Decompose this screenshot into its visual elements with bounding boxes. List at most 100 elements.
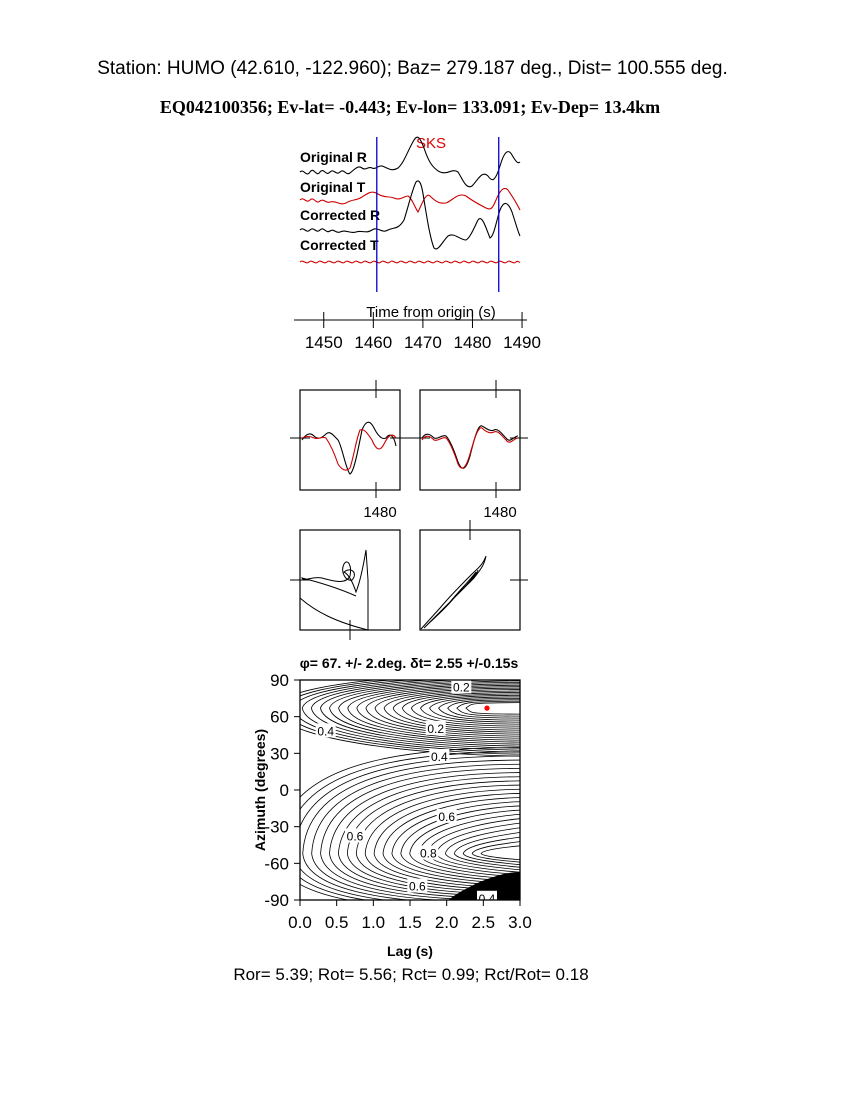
- azimuth-tick-label: -60: [264, 854, 289, 873]
- particle-after-trace: [420, 555, 487, 630]
- overlay-after-t: [421, 427, 519, 469]
- contour-line: [462, 836, 520, 866]
- lag-tick-label: 0.0: [288, 913, 312, 932]
- contour-label: 0.6: [347, 829, 364, 843]
- azimuth-tick-label: -30: [264, 818, 289, 837]
- contour-line: [355, 784, 520, 893]
- contour-line: [301, 680, 520, 751]
- contour-label: 0.4: [431, 750, 448, 764]
- contour-line: [320, 680, 520, 747]
- trace-label-corrected-r: Corrected R: [300, 207, 380, 223]
- seismogram-panel: SKS Original R Original T Corrected R Co…: [294, 135, 541, 352]
- overlay-box-after: [419, 389, 521, 491]
- contour-label: 0.2: [427, 722, 444, 736]
- best-fit-marker: [484, 705, 490, 711]
- contour-line: [420, 695, 520, 725]
- contour-label: 0.8: [420, 847, 437, 861]
- time-axis-label: Time from origin (s): [366, 304, 495, 321]
- contour-line: [364, 788, 520, 891]
- contour-label-bg: [407, 878, 428, 893]
- trace-label-original-r: Original R: [300, 149, 367, 165]
- azimuth-axis-label: Azimuth (degrees): [252, 729, 268, 851]
- lag-tick-label: 1.5: [398, 913, 422, 932]
- contours-lower: [300, 747, 520, 900]
- contour-line: [320, 768, 520, 900]
- contour-line: [445, 827, 520, 871]
- azimuth-axis-ticks: 90 60 30 0 -30 -60 -90: [264, 671, 300, 910]
- contour-line: [302, 759, 520, 900]
- contour-label-bg: [477, 890, 497, 900]
- overlay-after-r: [421, 425, 519, 469]
- contour-label-bg: [418, 845, 439, 860]
- station-header: Station: HUMO (42.610, -122.960); Baz= 2…: [97, 58, 728, 79]
- contour-line: [300, 747, 520, 900]
- contour-label-bg: [436, 808, 457, 823]
- contour-line: [311, 763, 520, 900]
- time-tick-label: 1480: [454, 333, 492, 352]
- contour-line: [465, 702, 520, 715]
- contour-label: 0.4: [317, 724, 334, 738]
- contour-line: [456, 700, 520, 717]
- contour-line: [480, 845, 520, 861]
- lag-tick-label: 0.5: [325, 913, 349, 932]
- contour-label: 0.2: [453, 680, 470, 694]
- time-tick-label: 1470: [404, 333, 442, 352]
- trace-corrected-r: [299, 180, 521, 250]
- waveform-overlay-panel: 1480 1480: [290, 380, 528, 521]
- grid-search-panel: φ= 67. +/- 2.deg. δt= 2.55 +/-0.15s 0.2 0…: [252, 655, 532, 959]
- contour-line: [300, 755, 520, 900]
- grid-search-title: φ= 67. +/- 2.deg. δt= 2.55 +/-0.15s: [300, 655, 519, 671]
- trace-label-corrected-t: Corrected T: [300, 237, 379, 253]
- contour-line: [410, 693, 520, 727]
- azimuth-tick-label: 90: [270, 671, 289, 690]
- lag-axis-label: Lag (s): [387, 943, 433, 959]
- contour-label-bg: [429, 749, 450, 763]
- contour-labels: 0.2 0.4 0.2 0.4 0.6 0.6 0.8 0.6 0.4: [315, 680, 497, 906]
- time-axis-ticks: 1450 1460 1470 1480 1490: [305, 312, 541, 352]
- overlay-after-tick-label: 1480: [483, 504, 516, 521]
- lag-tick-label: 1.0: [362, 913, 386, 932]
- contour-line: [409, 809, 520, 880]
- lag-tick-label: 3.0: [508, 913, 532, 932]
- contour-fill-high: [448, 872, 520, 900]
- lag-tick-label: 2.0: [435, 913, 459, 932]
- phase-label: SKS: [416, 135, 446, 152]
- contour-label-bg: [345, 828, 365, 843]
- contour-line: [346, 780, 520, 895]
- contour-line: [300, 751, 520, 900]
- contour-line: [373, 793, 520, 889]
- overlay-before-t: [301, 429, 397, 471]
- contour-line: [447, 699, 520, 719]
- azimuth-tick-label: 60: [270, 708, 289, 727]
- particle-motion-panel: [290, 520, 528, 640]
- contour-line: [429, 696, 520, 723]
- time-tick-label: 1490: [503, 333, 541, 352]
- contour-line: [438, 697, 520, 721]
- azimuth-tick-label: -90: [264, 891, 289, 910]
- trace-original-t: [299, 187, 521, 214]
- trace-label-original-t: Original T: [300, 179, 366, 195]
- contour-label-bg: [425, 720, 446, 735]
- contour-line: [382, 797, 520, 886]
- contour-line: [329, 772, 520, 899]
- splitting-stats: Ror= 5.39; Rot= 5.56; Rct= 0.99; Rct/Rot…: [233, 965, 589, 984]
- azimuth-tick-label: 30: [270, 744, 289, 763]
- contour-label: 0.6: [409, 880, 426, 894]
- contour-label: 0.4: [479, 892, 496, 906]
- lag-axis-ticks: 0.0 0.5 1.0 1.5 2.0 2.5 3.0: [288, 900, 532, 932]
- azimuth-tick-label: 0: [280, 781, 289, 800]
- time-tick-label: 1460: [354, 333, 392, 352]
- particle-before-trace: [299, 549, 369, 631]
- contour-label-bg: [315, 723, 336, 738]
- contour-field: 0.2 0.4 0.2 0.4 0.6 0.6 0.8 0.6 0.4: [300, 680, 520, 906]
- overlay-box-before: [299, 389, 401, 491]
- lag-tick-label: 2.5: [472, 913, 496, 932]
- time-tick-label: 1450: [305, 333, 343, 352]
- contour-line: [338, 776, 520, 897]
- overlay-before-tick-label: 1480: [363, 504, 396, 521]
- trace-original-r: [299, 136, 521, 188]
- contour-line: [400, 805, 520, 882]
- contour-line: [401, 692, 520, 729]
- overlay-before-r: [301, 421, 397, 475]
